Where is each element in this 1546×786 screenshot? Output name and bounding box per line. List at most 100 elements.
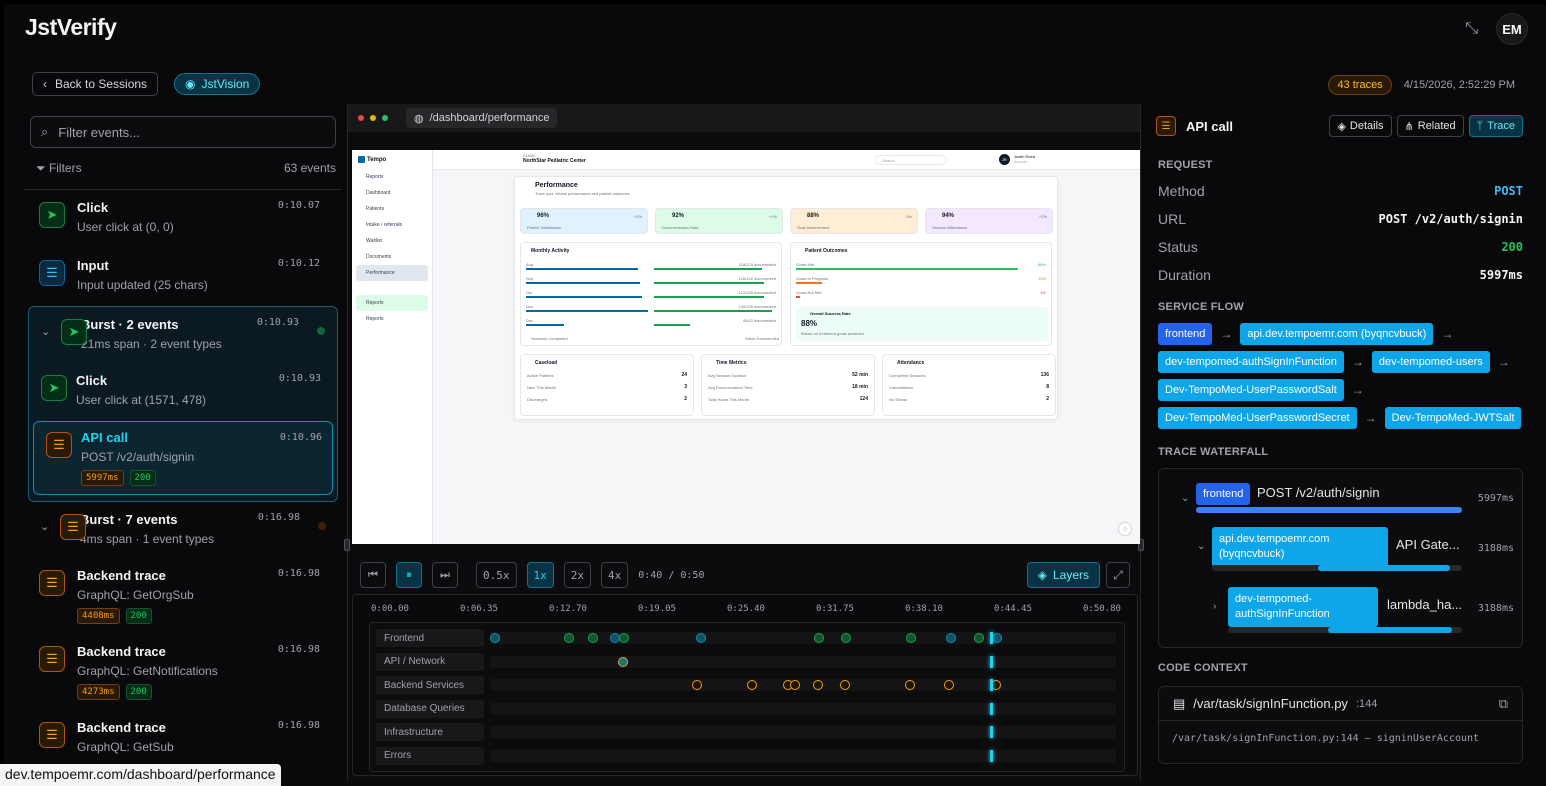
list-item[interactable]: ☰ Backend trace GraphQL: GetOrgSub 4408m…	[24, 558, 342, 634]
span-bar	[1228, 627, 1462, 633]
filter-events-input[interactable]: ⌕ Filter events...	[30, 116, 336, 148]
tab-trace[interactable]: ᛘ Trace	[1468, 115, 1523, 137]
preview-row-value: 18 min	[852, 384, 868, 390]
preview-topbar: CLINIC NorthStar Pediatric Center Search…	[433, 150, 1140, 170]
database-icon: ☰	[39, 722, 65, 748]
preview-title: Performance	[535, 182, 578, 189]
timeline-lane: API / Network	[376, 652, 1120, 671]
preview-outcome-label: Goals In Progress	[796, 276, 829, 281]
burst-title: Burst · 7 events	[80, 512, 178, 527]
app-logo[interactable]: JstVerify	[25, 13, 117, 40]
event-subtitle: Input updated (25 chars)	[77, 278, 208, 292]
preview-nav-item: Reports	[366, 174, 384, 181]
minimize-icon[interactable]: ⤡	[1465, 20, 1478, 37]
fullscreen-icon[interactable]: ⤢	[1106, 562, 1130, 588]
service-chip[interactable]: dev-tempomed-authSignInFunction	[1158, 351, 1344, 373]
chevron-down-icon[interactable]: ⌄	[1181, 493, 1190, 504]
timeline-lane: Backend Services	[376, 676, 1120, 694]
copy-icon[interactable]: ⧉	[1498, 695, 1508, 711]
playhead[interactable]	[990, 630, 993, 770]
chevron-down-icon[interactable]: ⌄	[41, 326, 51, 338]
resize-handle-right[interactable]	[1138, 539, 1144, 551]
preview-avatar: JR	[999, 154, 1010, 165]
file-icon: ▤	[1173, 695, 1186, 711]
globe-icon: ◍	[414, 112, 424, 125]
list-item[interactable]: ☰ Input Input updated (25 chars) 0:10.12	[24, 248, 342, 306]
lane-label: Infrastructure	[376, 723, 484, 741]
skip-back-button[interactable]: ⏮	[360, 562, 386, 588]
search-icon: ⌕	[41, 124, 49, 139]
duration-badge: 5997ms	[81, 470, 124, 486]
event-title: Click	[77, 200, 109, 215]
preview-row-label: Active Patients	[527, 373, 554, 378]
lane-label: Database Queries	[376, 699, 484, 718]
list-item[interactable]: ☰ Backend trace GraphQL: GetSub 0:16.98	[24, 710, 342, 780]
code-context-label: CODE CONTEXT	[1158, 662, 1248, 674]
window-dot-green	[382, 115, 388, 121]
session-replay-viewport[interactable]: Tempo Reports Dashboard Patients Intake …	[352, 150, 1140, 544]
pause-button[interactable]: ⏸	[396, 562, 422, 588]
preview-month-value: 122/128 documented	[738, 290, 776, 295]
back-to-sessions-button[interactable]: ‹ Back to Sessions	[32, 72, 159, 96]
playback-time: 0:40 / 0:50	[638, 569, 705, 581]
timeline-marker	[814, 633, 824, 643]
chevron-down-icon[interactable]: ⌄	[1197, 541, 1206, 552]
speed-1x-button[interactable]: 1x	[526, 562, 554, 588]
playhead-segment	[990, 703, 993, 715]
preview-brand: Tempo	[352, 150, 432, 169]
service-chip[interactable]: Dev-TempoMed-UserPasswordSecret	[1158, 407, 1357, 429]
status-label: Status	[1158, 239, 1198, 255]
chevron-down-icon[interactable]: ⌄	[40, 521, 50, 533]
resize-handle-left[interactable]	[344, 539, 350, 551]
chevron-right-icon[interactable]: ›	[1213, 601, 1217, 612]
burst-time: 0:10.93	[256, 317, 299, 328]
list-item[interactable]: ➤ Click User click at (0, 0) 0:10.07	[24, 190, 342, 248]
timeline-marker	[905, 680, 915, 690]
service-chip[interactable]: Dev-TempoMed-JWTSalt	[1384, 407, 1522, 429]
trace-waterfall: ⌄ frontend POST /v2/auth/signin 5997ms ⌄…	[1158, 468, 1523, 648]
layers-button[interactable]: ◈ Layers	[1026, 562, 1100, 588]
service-chip[interactable]: frontend	[1158, 323, 1213, 345]
waterfall-row[interactable]: ⌄ api.dev.tempoemr.com (byqncvbuck) API …	[1159, 527, 1522, 577]
preview-bar-notes	[654, 268, 762, 270]
preview-row-value: 136	[1040, 372, 1049, 378]
selected-event-api-call[interactable]: ☰ API call POST /v2/auth/signin 5997ms 2…	[33, 421, 333, 495]
filters-button[interactable]: ⏷ Filters	[36, 160, 82, 175]
preview-stat-label: Session Attendance	[932, 225, 968, 230]
timeline-lane: Database Queries	[376, 699, 1120, 718]
playhead-segment	[990, 656, 993, 668]
burst-header[interactable]: ⌄ ☰ Burst · 7 events 4ms span · 1 event …	[28, 502, 338, 558]
timeline[interactable]: 0:00.00 0:06.35 0:12.70 0:19.05 0:25.40 0:31.…	[352, 594, 1138, 776]
preview-month-value: 130/135 documented	[738, 304, 776, 309]
preview-user: Justin Reed	[1014, 154, 1036, 159]
waterfall-row[interactable]: ⌄ frontend POST /v2/auth/signin 5997ms	[1159, 479, 1522, 529]
preview-outcome-bar	[796, 296, 800, 298]
avatar[interactable]: EM	[1496, 13, 1528, 45]
status-badge: 200	[125, 608, 152, 624]
speed-4x-button[interactable]: 4x	[601, 562, 629, 588]
burst-header[interactable]: ⌄ ➤ Burst · 2 events 21ms span · 2 event…	[29, 307, 337, 363]
preview-month: Dec	[526, 318, 534, 323]
service-chip[interactable]: dev-tempomed-users	[1371, 351, 1490, 373]
branch-icon: ᛘ	[1476, 120, 1484, 132]
url-value: POST /v2/auth/signin	[1378, 212, 1524, 226]
back-label: Back to Sessions	[55, 77, 148, 91]
preview-row-value: 3	[684, 384, 687, 390]
list-item[interactable]: ➤ Click User click at (1571, 478) 0:10.9…	[29, 363, 337, 421]
list-item[interactable]: ☰ Backend trace GraphQL: GetNotification…	[24, 634, 342, 710]
timeline-marker	[692, 680, 702, 690]
preview-stat-delta: -1%	[904, 214, 912, 219]
window-dot-red	[358, 115, 364, 121]
status-badge: 200	[125, 684, 152, 700]
speed-2x-button[interactable]: 2x	[563, 562, 591, 588]
url-bar: ◍ /dashboard/performance	[406, 108, 558, 128]
code-file: /var/task/signInFunction.py	[1193, 696, 1348, 711]
tab-details[interactable]: ◈ Details	[1329, 115, 1392, 137]
speed-0.5x-button[interactable]: 0.5x	[476, 562, 517, 588]
service-chip[interactable]: Dev-TempoMed-UserPasswordSalt	[1158, 379, 1344, 401]
skip-forward-button[interactable]: ⏭	[432, 562, 458, 588]
tab-related[interactable]: ⋔ Related	[1396, 115, 1464, 137]
jstvision-badge[interactable]: ◉ JstVision	[174, 73, 261, 95]
service-chip[interactable]: api.dev.tempoemr.com (byqncvbuck)	[1240, 323, 1434, 345]
waterfall-row[interactable]: › dev-tempomed-authSignInFunction lambda…	[1159, 587, 1522, 637]
